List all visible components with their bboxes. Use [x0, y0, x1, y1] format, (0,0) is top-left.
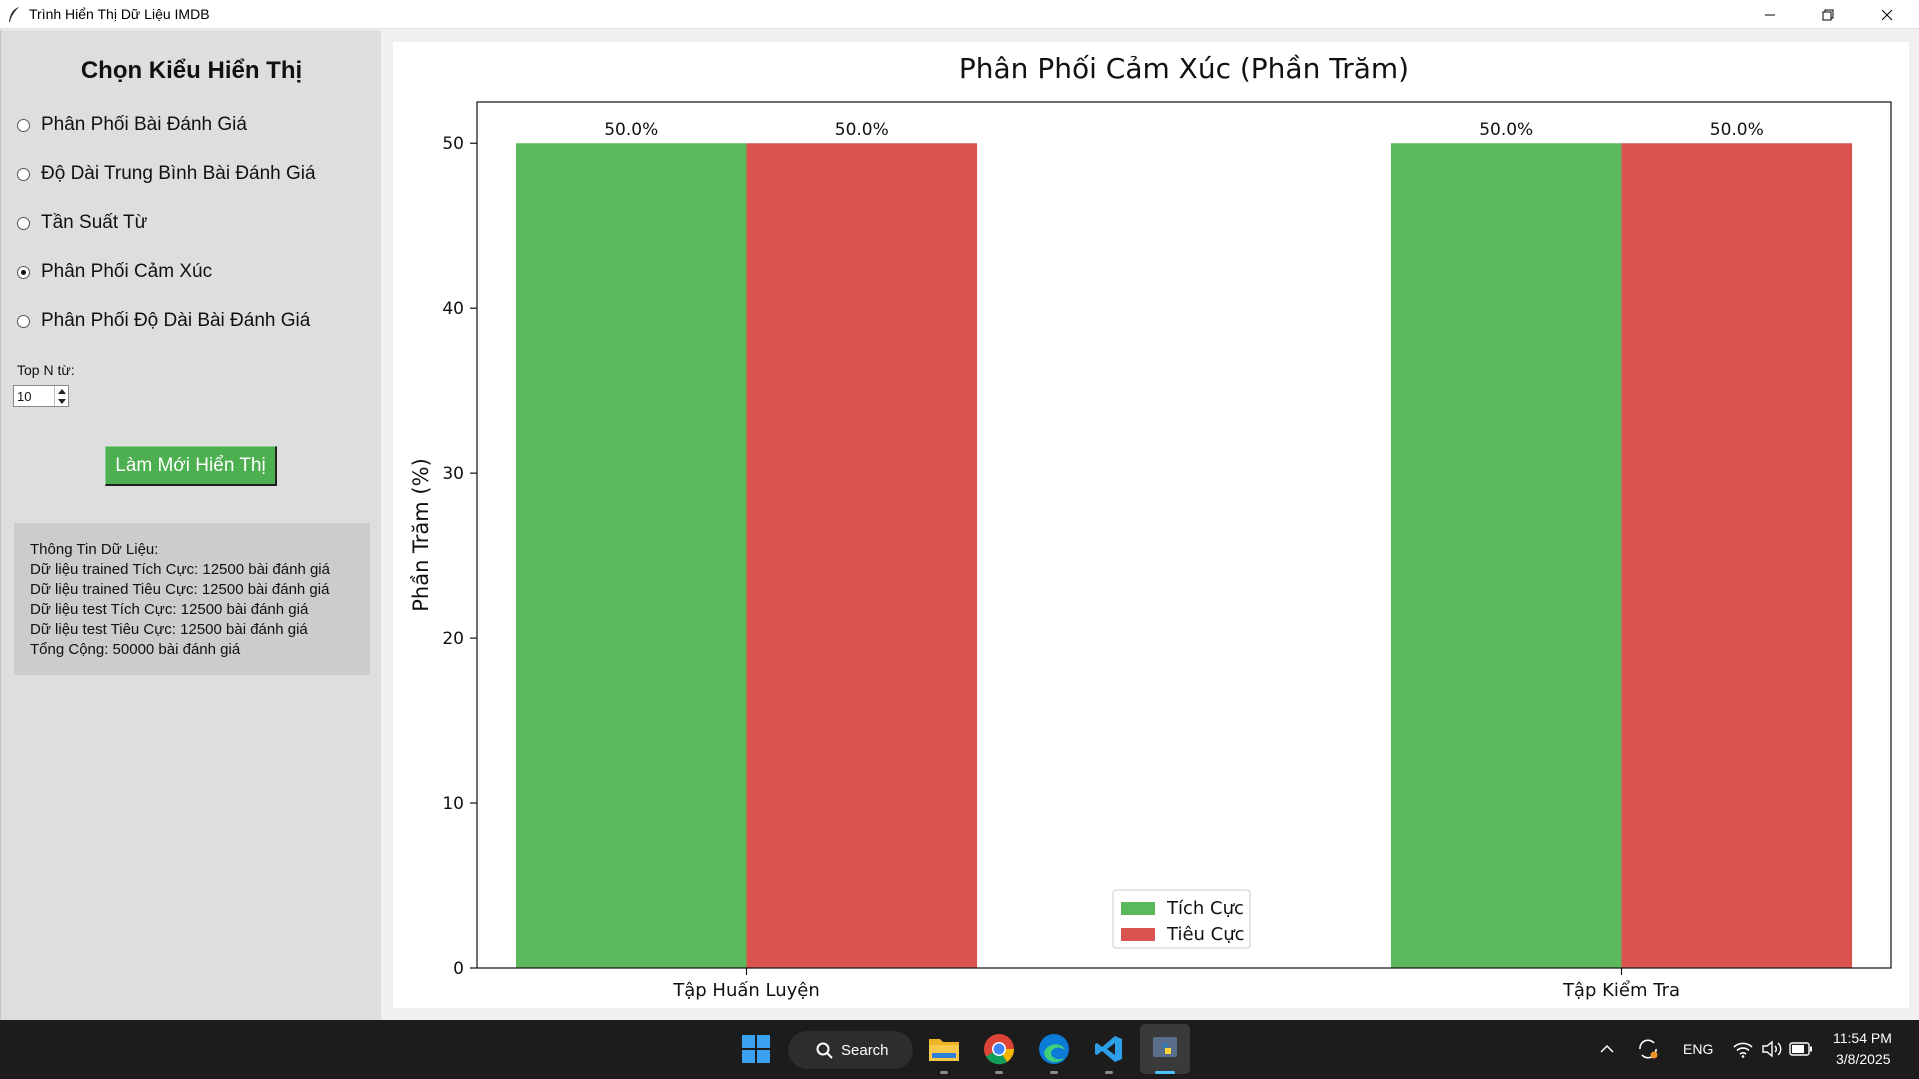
legend-swatch	[1121, 902, 1155, 915]
close-icon	[1881, 9, 1893, 20]
radio-label: Phân Phối Cảm Xúc	[41, 261, 213, 282]
radio-label: Phân Phối Độ Dài Bài Đánh Giá	[41, 310, 311, 331]
info-line: Thông Tin Dữ Liệu:	[30, 541, 159, 558]
title-bar: Trình Hiển Thị Dữ Liệu IMDB	[0, 0, 1919, 29]
panel-title: Chọn Kiểu Hiển Thị	[80, 57, 303, 84]
bar-positive	[515, 143, 747, 968]
search-icon	[816, 1042, 833, 1059]
spin-down-button[interactable]	[54, 396, 68, 406]
radio-button[interactable]	[17, 314, 30, 328]
radio-button[interactable]	[17, 216, 30, 230]
sync-icon[interactable]	[1629, 1030, 1667, 1068]
volume-icon[interactable]	[1753, 1030, 1791, 1068]
radio-button[interactable]	[17, 118, 30, 132]
top-n-spinbox[interactable]: 10	[13, 385, 69, 407]
y-tick-label: 40	[442, 299, 464, 319]
vscode-icon[interactable]	[1090, 1030, 1128, 1068]
chart-panel: Phân Phối Cảm Xúc (Phần Trăm) 50.0% 50.0% 5…	[381, 30, 1919, 1020]
data-label: 50.0%	[1710, 120, 1764, 140]
bar-negative	[746, 143, 978, 968]
x-tick-label: Tập Kiểm Tra	[1562, 980, 1680, 1001]
sentiment-bar-chart: Phân Phối Cảm Xúc (Phần Trăm) 50.0% 50.0% 5…	[409, 52, 1892, 1001]
radio-word-frequency[interactable]: Tần Suất Từ	[17, 210, 147, 236]
data-label: 50.0%	[835, 120, 889, 140]
battery-icon[interactable]	[1782, 1030, 1820, 1068]
bar-negative	[1621, 143, 1853, 968]
radio-label: Tần Suất Từ	[41, 212, 148, 233]
running-indicator	[995, 1071, 1003, 1074]
minimize-icon	[1765, 14, 1775, 15]
file-explorer-icon[interactable]	[925, 1030, 963, 1068]
info-line: Dữ liệu test Tích Cực: 12500 bài đánh gi…	[30, 601, 309, 618]
legend-swatch	[1121, 928, 1155, 941]
top-n-label: Top N từ:	[17, 362, 75, 378]
chevron-up-icon[interactable]	[1588, 1030, 1626, 1068]
y-axis-label: Phần Trăm (%)	[409, 458, 433, 612]
chrome-icon[interactable]	[980, 1030, 1018, 1068]
arrow-up-icon	[57, 388, 66, 394]
wifi-icon[interactable]	[1724, 1030, 1762, 1068]
taskbar: Search ENG	[0, 1020, 1919, 1079]
spin-up-button[interactable]	[54, 386, 68, 396]
minimize-button[interactable]	[1741, 0, 1799, 29]
language-indicator[interactable]: ENG	[1683, 1041, 1714, 1057]
y-tick-label: 20	[442, 629, 464, 649]
radio-review-distribution[interactable]: Phân Phối Bài Đánh Giá	[17, 112, 247, 138]
radio-label: Phân Phối Bài Đánh Giá	[41, 114, 247, 135]
edge-icon[interactable]	[1035, 1030, 1073, 1068]
top-n-value[interactable]: 10	[17, 389, 32, 404]
radio-length-distribution[interactable]: Phân Phối Độ Dài Bài Đánh Giá	[17, 308, 310, 334]
feather-icon	[9, 7, 19, 22]
python-icon[interactable]	[1146, 1030, 1184, 1068]
clock-time[interactable]: 11:54 PM	[1833, 1030, 1892, 1046]
data-label: 50.0%	[1479, 120, 1533, 140]
running-indicator	[940, 1071, 948, 1074]
info-line: Dữ liệu trained Tiêu Cực: 12500 bài đánh…	[30, 581, 330, 598]
search-label: Search	[841, 1041, 889, 1059]
bar-positive	[1390, 143, 1622, 968]
restore-button[interactable]	[1799, 0, 1857, 29]
y-tick-label: 50	[442, 134, 464, 154]
y-tick-label: 0	[453, 959, 464, 979]
radio-sentiment-distribution[interactable]: Phân Phối Cảm Xúc	[17, 259, 212, 285]
window-title: Trình Hiển Thị Dữ Liệu IMDB	[29, 6, 210, 22]
active-indicator	[1155, 1071, 1175, 1074]
running-indicator	[1105, 1071, 1113, 1074]
chart-canvas: Phân Phối Cảm Xúc (Phần Trăm) 50.0% 50.0% 5…	[393, 42, 1909, 1008]
radio-button[interactable]	[17, 167, 30, 181]
x-tick-label: Tập Huấn Luyện	[672, 980, 820, 1001]
info-line: Tổng Cộng: 50000 bài đánh giá	[30, 641, 241, 658]
radio-average-length[interactable]: Độ Dài Trung Bình Bài Đánh Giá	[17, 161, 316, 187]
info-line: Dữ liệu trained Tích Cực: 12500 bài đánh…	[30, 561, 330, 578]
restore-icon	[1822, 9, 1834, 20]
plot-frame	[476, 101, 1892, 969]
legend-label: Tích Cực	[1166, 898, 1244, 919]
windows-start-icon[interactable]	[737, 1030, 775, 1068]
info-line: Dữ liệu test Tiêu Cực: 12500 bài đánh gi…	[30, 621, 308, 638]
chart-title: Phân Phối Cảm Xúc (Phần Trăm)	[959, 52, 1409, 85]
radio-button-selected[interactable]	[17, 265, 30, 279]
data-info-box: Thông Tin Dữ Liệu: Dữ liệu trained Tích …	[14, 523, 370, 675]
running-indicator	[1050, 1071, 1058, 1074]
radio-label: Độ Dài Trung Bình Bài Đánh Giá	[41, 163, 316, 184]
close-button[interactable]	[1858, 0, 1916, 29]
taskbar-search[interactable]: Search	[788, 1031, 913, 1069]
refresh-button[interactable]: Làm Mới Hiển Thị	[105, 446, 277, 486]
clock-date[interactable]: 3/8/2025	[1836, 1051, 1891, 1067]
legend-label: Tiêu Cực	[1166, 924, 1245, 945]
y-tick-label: 30	[442, 464, 464, 484]
y-tick-label: 10	[442, 794, 464, 814]
data-label: 50.0%	[604, 120, 658, 140]
control-panel: Chọn Kiểu Hiển Thị Phân Phối Bài Đánh Gi…	[0, 30, 381, 1020]
arrow-down-icon	[57, 398, 66, 404]
